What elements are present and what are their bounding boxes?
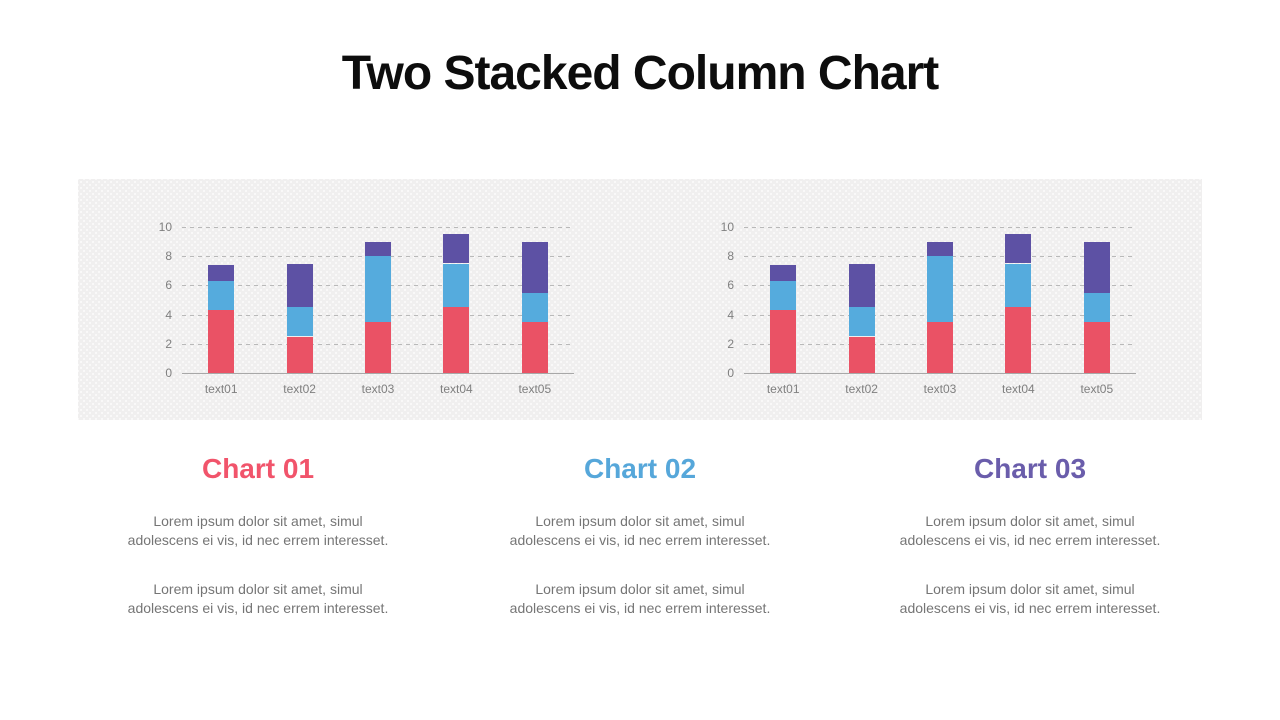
y-tick-label: 10 (158, 220, 172, 234)
bar-segment-middle-segment (770, 281, 797, 311)
y-tick-label: 8 (727, 249, 734, 264)
callout-chart-03: Chart 03 Lorem ipsum dolor sit amet, sim… (880, 452, 1180, 618)
x-category-label: text04 (440, 382, 473, 396)
bar-segment-bottom-segment (208, 310, 235, 373)
y-tick-label: 4 (727, 307, 734, 322)
bar-segment-bottom-segment (286, 336, 313, 373)
bar-segment-middle-segment (1083, 292, 1110, 322)
bar-segment-top-segment (927, 241, 953, 257)
x-category-label: text02 (845, 382, 878, 396)
callout-paragraph: Lorem ipsum dolor sit amet, simul adoles… (127, 581, 389, 616)
y-tick-label: 6 (727, 278, 734, 293)
bar-segment-middle-segment (927, 256, 953, 322)
x-category-label: text02 (283, 382, 316, 396)
bar-segment-bottom-segment (1005, 307, 1032, 373)
y-tick-label: 0 (165, 366, 172, 380)
callout-title: Chart 02 (583, 453, 697, 484)
y-tick-label: 0 (727, 366, 734, 380)
bar-segment-top-segment (208, 264, 235, 281)
x-category-label: text01 (204, 382, 238, 396)
bar-segment-top-segment (848, 263, 875, 308)
y-tick-label: 6 (165, 278, 172, 293)
stacked-column-chart-left: 0 2 4 6 8 10 text01 text02 text03 text04 text05 (140, 215, 580, 400)
bar-segment-bottom-segment (848, 336, 875, 373)
x-axis-line (182, 373, 574, 374)
x-category-label: text03 (923, 382, 957, 396)
bar-segment-top-segment (521, 241, 548, 293)
callout-paragraph: Lorem ipsum dolor sit amet, simul adoles… (509, 581, 771, 616)
bar-segment-top-segment (770, 264, 797, 281)
callout-title: Chart 01 (201, 453, 315, 484)
bar-segment-middle-segment (443, 263, 470, 308)
y-tick-label: 2 (165, 336, 172, 351)
x-category-label: text05 (1080, 382, 1114, 396)
callout-chart-01: Chart 01 Lorem ipsum dolor sit amet, sim… (108, 452, 408, 618)
bar-segment-top-segment (1083, 241, 1110, 293)
bar-segment-bottom-segment (521, 321, 548, 373)
y-tick-label: 4 (165, 307, 172, 322)
bar-segment-bottom-segment (365, 321, 391, 373)
x-category-label: text03 (361, 382, 395, 396)
x-category-label: text05 (518, 382, 552, 396)
bar-segment-bottom-segment (927, 321, 953, 373)
charts-panel: 0 2 4 6 8 10 text01 text02 text03 text04 text05 0 2… (78, 179, 1202, 420)
grid-line (182, 227, 574, 228)
bar-segment-top-segment (365, 241, 391, 257)
bar-segment-middle-segment (208, 281, 235, 311)
y-tick-label: 10 (720, 220, 734, 234)
bar-segment-bottom-segment (443, 307, 470, 373)
bar-segment-middle-segment (1005, 263, 1032, 308)
grid-line (744, 227, 1136, 228)
bar-segment-top-segment (443, 234, 470, 264)
bar-segment-middle-segment (521, 292, 548, 322)
bar-segment-top-segment (286, 263, 313, 308)
bar-segment-middle-segment (365, 256, 391, 322)
bar-segment-middle-segment (848, 307, 875, 337)
y-tick-label: 8 (165, 249, 172, 264)
callout-chart-02: Chart 02 Lorem ipsum dolor sit amet, sim… (490, 452, 790, 618)
slide-title: Two Stacked Column Chart (341, 47, 940, 100)
y-tick-label: 2 (727, 336, 734, 351)
bar-segment-bottom-segment (770, 310, 797, 373)
stacked-column-chart-right: 0 2 4 6 8 10 text01 text02 text03 text04 text05 (702, 215, 1142, 400)
bar-segment-top-segment (1005, 234, 1032, 264)
bar-segment-middle-segment (286, 307, 313, 337)
callout-paragraph: Lorem ipsum dolor sit amet, simul adoles… (127, 513, 389, 548)
x-category-label: text04 (1002, 382, 1035, 396)
callout-paragraph: Lorem ipsum dolor sit amet, simul adoles… (899, 581, 1161, 616)
callout-title: Chart 03 (973, 453, 1087, 484)
callout-paragraph: Lorem ipsum dolor sit amet, simul adoles… (509, 513, 771, 548)
callout-paragraph: Lorem ipsum dolor sit amet, simul adoles… (899, 513, 1161, 548)
x-axis-line (744, 373, 1136, 374)
bar-segment-bottom-segment (1083, 321, 1110, 373)
x-category-label: text01 (766, 382, 800, 396)
